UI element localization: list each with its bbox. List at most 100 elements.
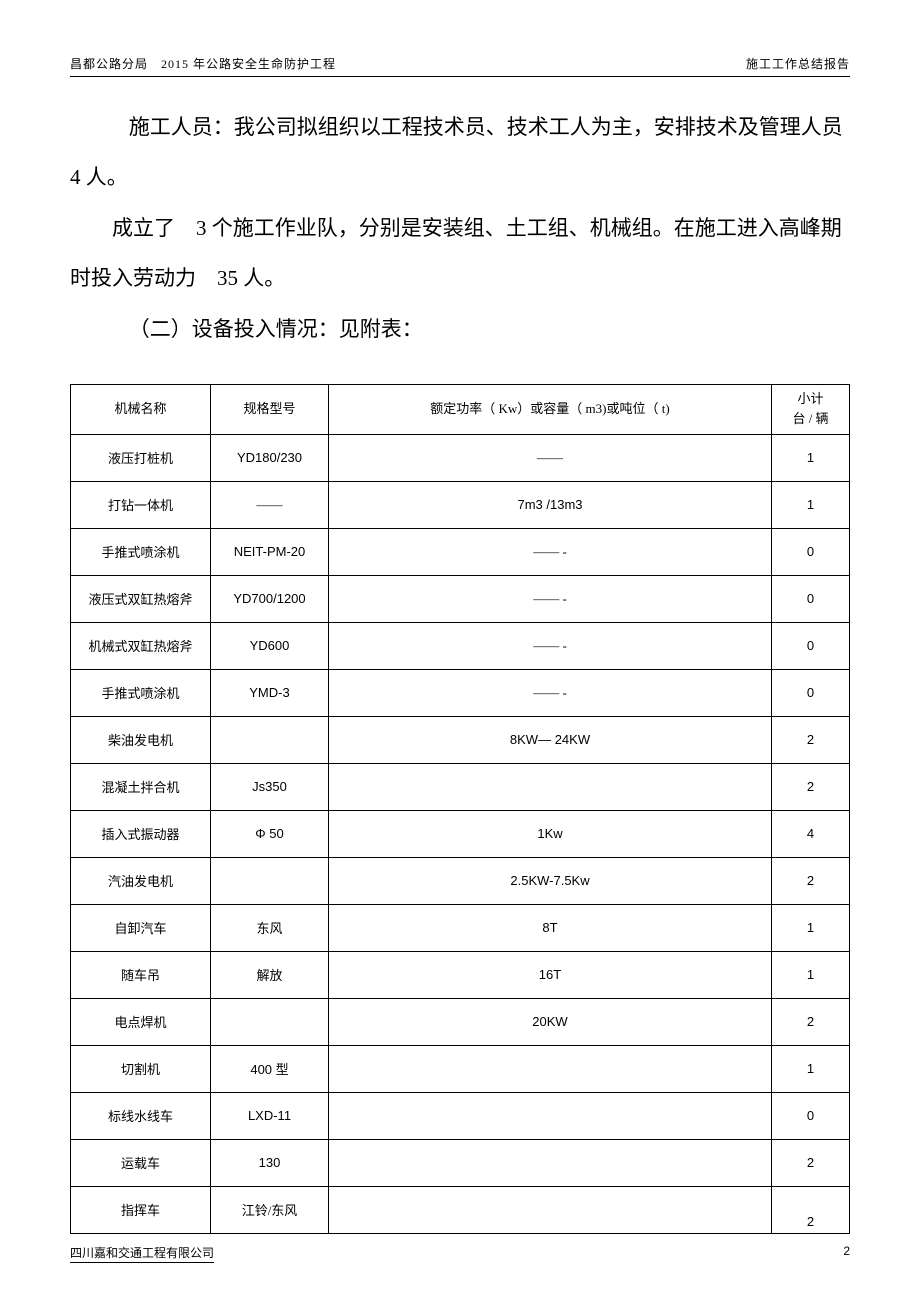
cell-power: 2.5KW-7.5Kw <box>329 857 772 904</box>
cell-name: 电点焊机 <box>71 998 211 1045</box>
cell-name: 液压式双缸热熔斧 <box>71 575 211 622</box>
cell-count: 1 <box>772 1045 850 1092</box>
cell-spec: 130 <box>211 1139 329 1186</box>
cell-name: 液压打桩机 <box>71 434 211 481</box>
cell-name: 自卸汽车 <box>71 904 211 951</box>
cell-spec: NEIT-PM-20 <box>211 528 329 575</box>
table-row: 混凝土拌合机Js350 2 <box>71 763 850 810</box>
table-row: 柴油发电机 8KW— 24KW2 <box>71 716 850 763</box>
cell-spec: 400 型 <box>211 1045 329 1092</box>
equipment-table: 机械名称 规格型号 额定功率（ Kw）或容量（ m3)或吨位（ t) 小计台 /… <box>70 384 850 1234</box>
table-row: 手推式喷涂机NEIT-PM-20—— -0 <box>71 528 850 575</box>
cell-count: 1 <box>772 951 850 998</box>
cell-spec <box>211 716 329 763</box>
table-row: 手推式喷涂机YMD-3—— -0 <box>71 669 850 716</box>
cell-power <box>329 1045 772 1092</box>
table-row: 指挥车江铃/东风 2 <box>71 1186 850 1233</box>
cell-spec: YD600 <box>211 622 329 669</box>
cell-name: 汽油发电机 <box>71 857 211 904</box>
table-row: 切割机400 型 1 <box>71 1045 850 1092</box>
cell-spec: Js350 <box>211 763 329 810</box>
cell-count: 2 <box>772 1139 850 1186</box>
cell-count: 2 <box>772 998 850 1045</box>
cell-power: —— - <box>329 575 772 622</box>
th-power: 额定功率（ Kw）或容量（ m3)或吨位（ t) <box>329 384 772 434</box>
table-row: 打钻一体机——7m3 /13m31 <box>71 481 850 528</box>
table-row: 运载车130 2 <box>71 1139 850 1186</box>
cell-spec: Φ 50 <box>211 810 329 857</box>
cell-power: —— - <box>329 622 772 669</box>
cell-spec: 江铃/东风 <box>211 1186 329 1233</box>
cell-power <box>329 763 772 810</box>
th-name: 机械名称 <box>71 384 211 434</box>
cell-spec: YMD-3 <box>211 669 329 716</box>
cell-name: 标线水线车 <box>71 1092 211 1139</box>
cell-power <box>329 1139 772 1186</box>
cell-count: 0 <box>772 528 850 575</box>
paragraph-2: 成立了 3 个施工作业队，分别是安装组、土工组、机械组。在施工进入高峰期时投入劳… <box>70 203 850 304</box>
table-row: 插入式振动器Φ 501Kw4 <box>71 810 850 857</box>
table-row: 机械式双缸热熔斧YD600—— -0 <box>71 622 850 669</box>
cell-power <box>329 1092 772 1139</box>
cell-spec: 解放 <box>211 951 329 998</box>
cell-count: 2 <box>772 763 850 810</box>
cell-power: —— <box>329 434 772 481</box>
cell-name: 指挥车 <box>71 1186 211 1233</box>
cell-count: 0 <box>772 1092 850 1139</box>
cell-name: 混凝土拌合机 <box>71 763 211 810</box>
table-row: 自卸汽车东风8T1 <box>71 904 850 951</box>
cell-spec: 东风 <box>211 904 329 951</box>
cell-count: 2 <box>772 857 850 904</box>
cell-spec <box>211 857 329 904</box>
cell-spec: —— <box>211 481 329 528</box>
cell-count: 0 <box>772 622 850 669</box>
cell-count: 1 <box>772 481 850 528</box>
cell-name: 插入式振动器 <box>71 810 211 857</box>
paragraph-3: （二）设备投入情况：见附表： <box>70 304 850 354</box>
cell-count: 2 <box>772 1186 850 1233</box>
table-row: 液压式双缸热熔斧YD700/1200—— -0 <box>71 575 850 622</box>
cell-count: 0 <box>772 575 850 622</box>
cell-spec <box>211 998 329 1045</box>
cell-count: 2 <box>772 716 850 763</box>
cell-power: 7m3 /13m3 <box>329 481 772 528</box>
th-spec: 规格型号 <box>211 384 329 434</box>
footer-page-number: 2 <box>843 1244 850 1263</box>
cell-name: 运载车 <box>71 1139 211 1186</box>
header-left-text: 昌都公路分局 2015 年公路安全生命防护工程 <box>70 55 336 72</box>
table-row: 标线水线车LXD-11 0 <box>71 1092 850 1139</box>
cell-count: 0 <box>772 669 850 716</box>
cell-name: 切割机 <box>71 1045 211 1092</box>
cell-count: 4 <box>772 810 850 857</box>
cell-power: 16T <box>329 951 772 998</box>
cell-name: 随车吊 <box>71 951 211 998</box>
cell-name: 机械式双缸热熔斧 <box>71 622 211 669</box>
table-row: 电点焊机20KW2 <box>71 998 850 1045</box>
page-footer: 四川嘉和交通工程有限公司 2 <box>70 1244 850 1263</box>
cell-name: 柴油发电机 <box>71 716 211 763</box>
table-header-row: 机械名称 规格型号 额定功率（ Kw）或容量（ m3)或吨位（ t) 小计台 /… <box>71 384 850 434</box>
table-row: 液压打桩机YD180/230——1 <box>71 434 850 481</box>
table-row: 汽油发电机 2.5KW-7.5Kw2 <box>71 857 850 904</box>
footer-company: 四川嘉和交通工程有限公司 <box>70 1244 214 1263</box>
cell-power: —— - <box>329 669 772 716</box>
header-right-text: 施工工作总结报告 <box>746 55 850 72</box>
paragraph-1: 施工人员：我公司拟组织以工程技术员、技术工人为主，安排技术及管理人员 4 人。 <box>70 102 850 203</box>
cell-name: 手推式喷涂机 <box>71 528 211 575</box>
cell-name: 手推式喷涂机 <box>71 669 211 716</box>
body-paragraphs: 施工人员：我公司拟组织以工程技术员、技术工人为主，安排技术及管理人员 4 人。 … <box>70 102 850 354</box>
cell-power: 8T <box>329 904 772 951</box>
cell-count: 1 <box>772 904 850 951</box>
cell-spec: YD700/1200 <box>211 575 329 622</box>
cell-power: 1Kw <box>329 810 772 857</box>
cell-spec: LXD-11 <box>211 1092 329 1139</box>
page-header: 昌都公路分局 2015 年公路安全生命防护工程 施工工作总结报告 <box>70 55 850 77</box>
cell-name: 打钻一体机 <box>71 481 211 528</box>
cell-power: 8KW— 24KW <box>329 716 772 763</box>
th-count: 小计台 / 辆 <box>772 384 850 434</box>
cell-power <box>329 1186 772 1233</box>
cell-power: —— - <box>329 528 772 575</box>
cell-spec: YD180/230 <box>211 434 329 481</box>
cell-count: 1 <box>772 434 850 481</box>
table-row: 随车吊解放16T1 <box>71 951 850 998</box>
